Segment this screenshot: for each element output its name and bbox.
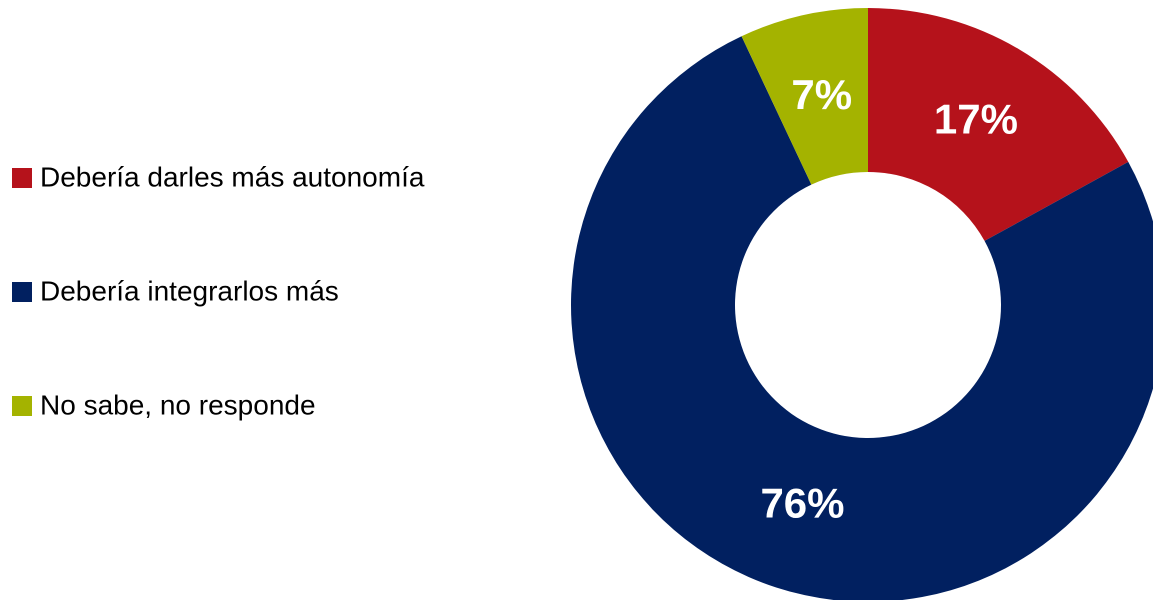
value-label: 17% [934, 96, 1018, 143]
legend-label: Debería integrarlos más [40, 275, 339, 306]
value-label: 76% [760, 480, 844, 527]
donut-slice [571, 36, 1153, 600]
value-label: 7% [791, 71, 852, 118]
donut-slice [868, 8, 1129, 241]
legend-label: No sabe, no responde [40, 389, 316, 420]
legend-swatch [12, 168, 32, 188]
legend-label: Debería darles más autonomía [40, 161, 425, 192]
legend-swatch [12, 396, 32, 416]
legend-swatch [12, 282, 32, 302]
donut-slice [741, 8, 868, 185]
